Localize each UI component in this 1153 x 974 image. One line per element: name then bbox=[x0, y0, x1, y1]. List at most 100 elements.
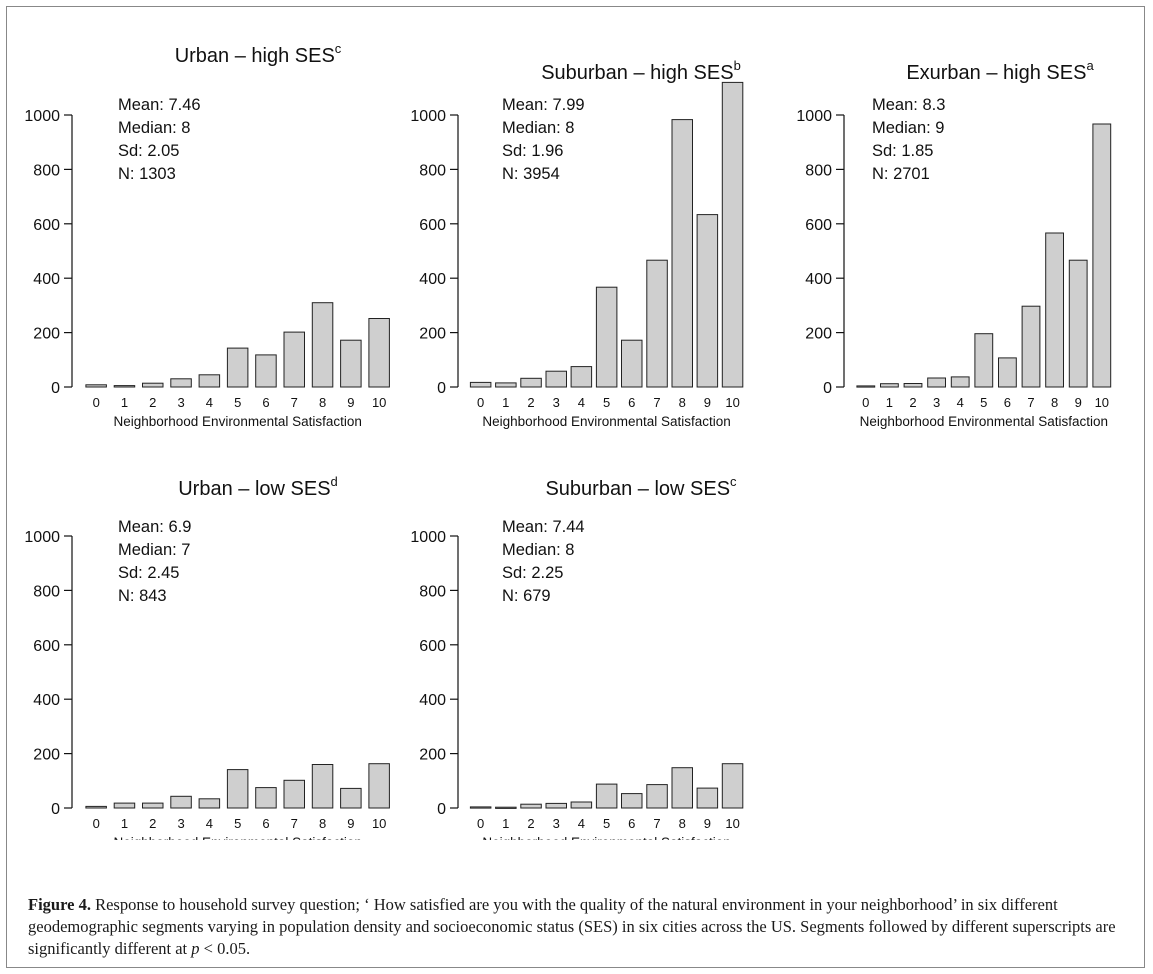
bar bbox=[880, 383, 899, 388]
y-tick-label: 600 bbox=[419, 638, 446, 655]
stat-line: Median: 8 bbox=[502, 119, 574, 137]
stat-line: Mean: 6.9 bbox=[118, 518, 191, 536]
x-tick-label: 5 bbox=[980, 395, 987, 410]
bar bbox=[1068, 259, 1088, 388]
x-tick-label: 9 bbox=[704, 816, 711, 831]
chart-title: Urban – low SESd bbox=[178, 474, 338, 500]
title-superscript: a bbox=[1086, 58, 1094, 73]
bar bbox=[198, 374, 221, 388]
stat-line: Median: 7 bbox=[118, 541, 190, 559]
chart-panel: Urban – low SESd 0 200 400 600 800 1000 0 1 2 3 4 5 6… bbox=[24, 474, 390, 840]
figure-label: Figure 4. bbox=[28, 895, 91, 914]
bar bbox=[721, 763, 744, 809]
y-tick-label: 600 bbox=[419, 217, 446, 234]
y-tick-label: 200 bbox=[805, 326, 832, 343]
x-tick-label: 1 bbox=[886, 395, 893, 410]
chart-panel: Exurban – high SESa 0 200 400 600 800 1000 0 1 2 3… bbox=[796, 58, 1112, 429]
caption-text-end: < 0.05. bbox=[199, 939, 251, 958]
y-tick-label: 600 bbox=[33, 638, 60, 655]
y-tick-label: 800 bbox=[33, 162, 60, 179]
stat-line: Median: 9 bbox=[872, 119, 944, 137]
bar bbox=[226, 347, 249, 388]
y-tick-label: 0 bbox=[51, 380, 60, 397]
bar bbox=[545, 802, 567, 809]
bar bbox=[903, 383, 923, 388]
x-tick-label: 0 bbox=[93, 395, 100, 410]
bar bbox=[283, 779, 305, 809]
x-tick-label: 2 bbox=[149, 395, 156, 410]
y-tick-label: 800 bbox=[805, 162, 832, 179]
stat-line: Sd: 1.96 bbox=[502, 142, 563, 160]
stat-line: Mean: 7.46 bbox=[118, 96, 201, 114]
y-tick-label: 800 bbox=[33, 583, 60, 600]
bar bbox=[696, 787, 719, 809]
stat-line: Mean: 7.99 bbox=[502, 96, 585, 114]
x-tick-label: 1 bbox=[502, 816, 509, 831]
bar bbox=[311, 302, 334, 388]
stat-line: Median: 8 bbox=[118, 119, 190, 137]
x-tick-label: 10 bbox=[725, 816, 739, 831]
title-superscript: c bbox=[730, 474, 737, 489]
chart-panel: Suburban – low SESc 0 200 400 600 800 1000 0 1 2 3… bbox=[410, 474, 744, 840]
x-axis-label: Neighborhood Environmental Satisfaction bbox=[113, 414, 361, 429]
x-tick-label: 4 bbox=[578, 816, 585, 831]
stat-line: N: 2701 bbox=[872, 165, 930, 183]
y-tick-label: 0 bbox=[437, 801, 446, 818]
x-tick-label: 3 bbox=[933, 395, 940, 410]
bar bbox=[570, 801, 593, 809]
bar bbox=[113, 385, 136, 388]
bar bbox=[368, 763, 390, 809]
x-tick-label: 8 bbox=[319, 395, 326, 410]
bar bbox=[85, 384, 107, 388]
x-tick-label: 7 bbox=[291, 395, 298, 410]
x-tick-label: 10 bbox=[725, 395, 739, 410]
title-superscript: c bbox=[335, 41, 342, 56]
bar bbox=[520, 377, 542, 388]
y-tick-label: 400 bbox=[805, 271, 832, 288]
stat-line: N: 843 bbox=[118, 587, 167, 605]
bar bbox=[340, 339, 362, 388]
stat-line: Mean: 7.44 bbox=[502, 518, 585, 536]
x-tick-label: 5 bbox=[234, 816, 241, 831]
x-tick-label: 3 bbox=[177, 816, 184, 831]
bar bbox=[570, 366, 593, 388]
x-tick-label: 9 bbox=[1075, 395, 1082, 410]
x-tick-label: 3 bbox=[177, 395, 184, 410]
x-tick-label: 5 bbox=[234, 395, 241, 410]
stat-line: Median: 8 bbox=[502, 541, 574, 559]
chart-title: Exurban – high SESa bbox=[906, 58, 1094, 84]
y-tick-label: 200 bbox=[33, 747, 60, 764]
bar bbox=[170, 795, 192, 809]
bar bbox=[595, 286, 618, 388]
x-axis-label: Neighborhood Environmental Satisfaction bbox=[860, 414, 1108, 429]
y-tick-label: 800 bbox=[419, 162, 446, 179]
stat-line: N: 1303 bbox=[118, 165, 176, 183]
bar bbox=[469, 381, 492, 388]
x-tick-label: 6 bbox=[1004, 395, 1011, 410]
y-tick-label: 0 bbox=[823, 380, 832, 397]
bar bbox=[856, 385, 876, 388]
x-tick-label: 1 bbox=[502, 395, 509, 410]
x-tick-label: 4 bbox=[206, 816, 213, 831]
x-tick-label: 10 bbox=[372, 395, 386, 410]
y-tick-label: 0 bbox=[51, 801, 60, 818]
bar bbox=[495, 806, 517, 809]
stat-line: Sd: 2.05 bbox=[118, 142, 179, 160]
bar bbox=[311, 764, 334, 809]
y-tick-label: 200 bbox=[33, 326, 60, 343]
bar bbox=[950, 376, 970, 388]
x-tick-label: 8 bbox=[319, 816, 326, 831]
stat-line: Sd: 2.25 bbox=[502, 564, 563, 582]
y-tick-label: 1000 bbox=[24, 108, 60, 125]
x-tick-label: 4 bbox=[578, 395, 585, 410]
y-tick-label: 0 bbox=[437, 380, 446, 397]
bar bbox=[113, 802, 136, 809]
x-axis-label: Neighborhood Environmental Satisfaction bbox=[482, 414, 730, 429]
x-axis-label: Neighborhood Environmental Satisfaction bbox=[113, 835, 361, 840]
x-tick-label: 0 bbox=[93, 816, 100, 831]
chart-title: Urban – high SESc bbox=[175, 41, 342, 67]
bar bbox=[495, 382, 517, 388]
bar bbox=[646, 259, 668, 388]
x-tick-label: 5 bbox=[603, 395, 610, 410]
x-tick-label: 8 bbox=[679, 395, 686, 410]
